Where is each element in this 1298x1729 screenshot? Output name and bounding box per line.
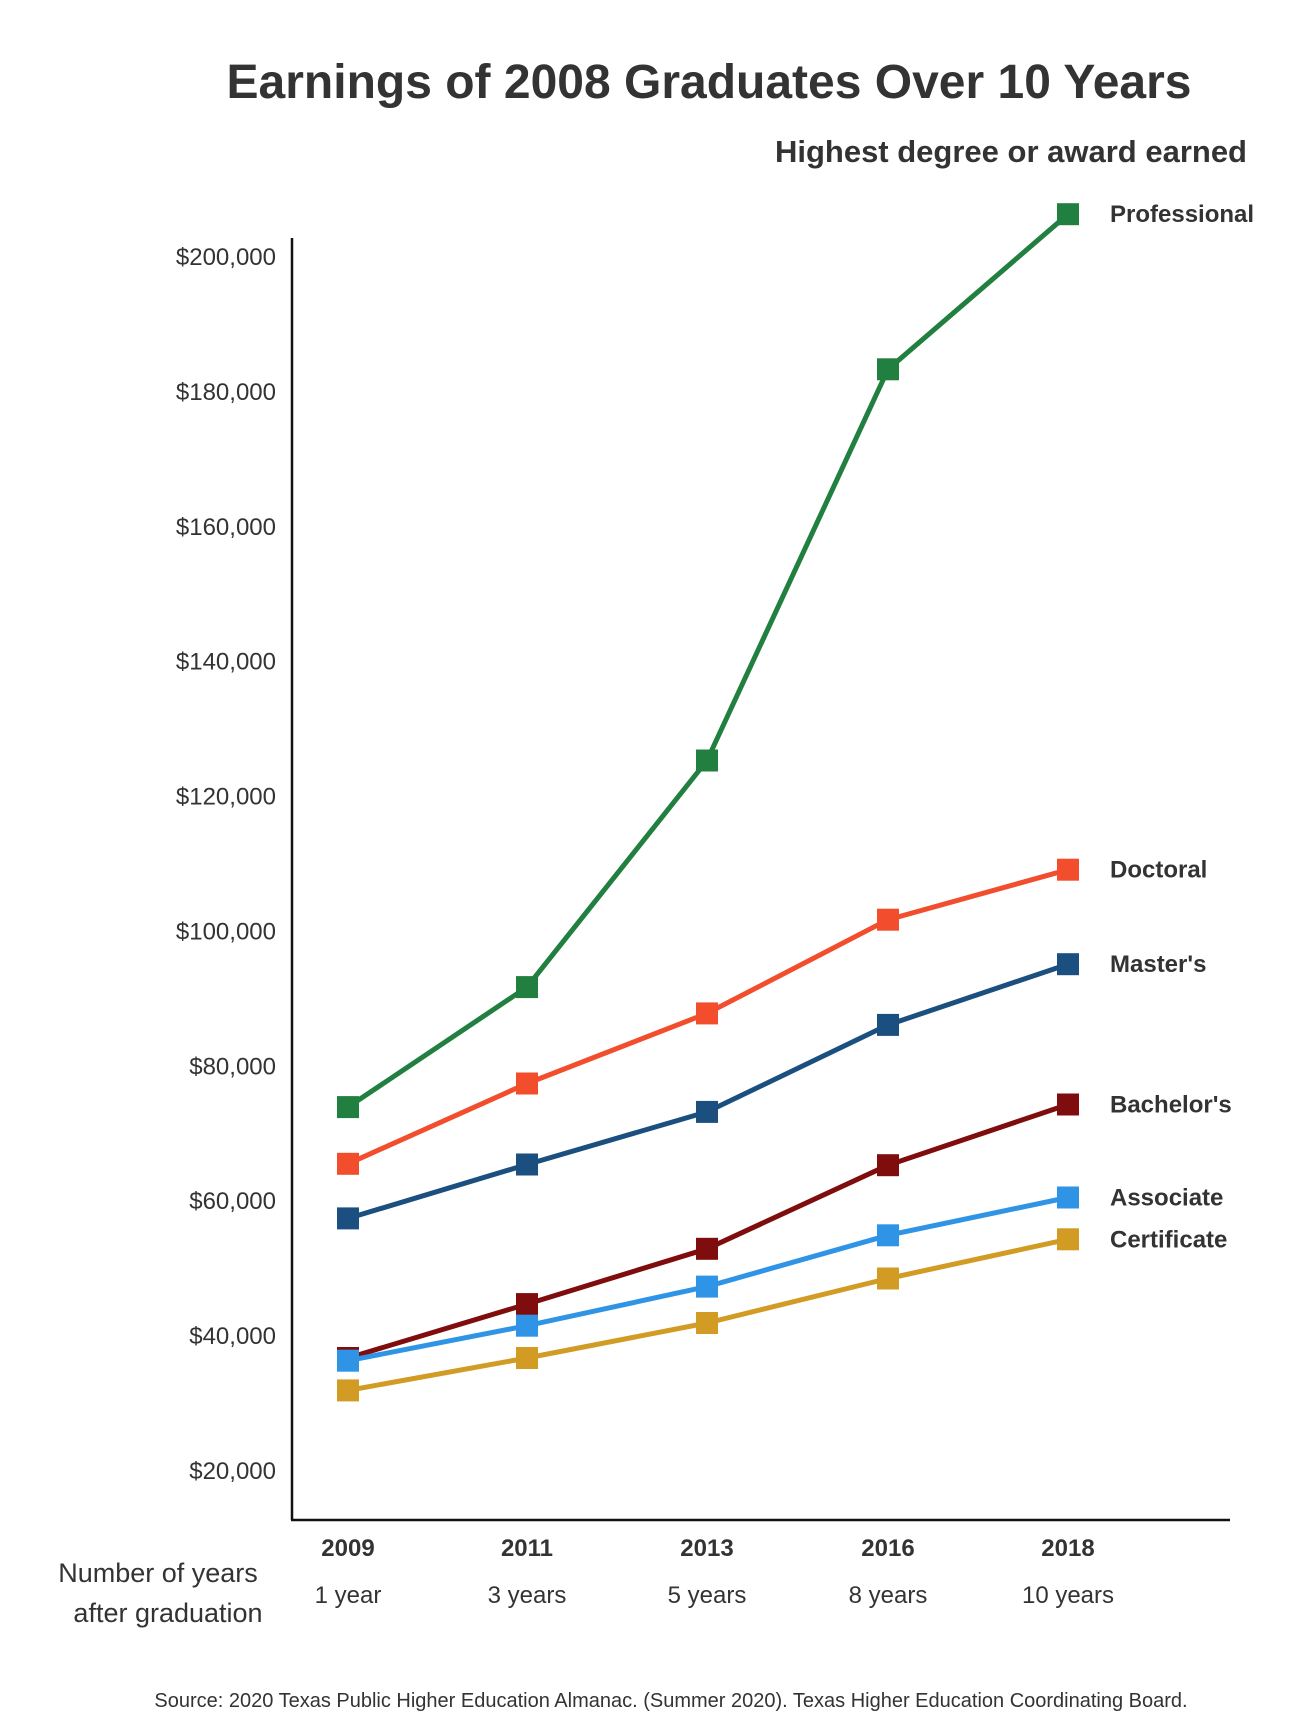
y-tick-label: $60,000 bbox=[189, 1188, 276, 1215]
x-tick-years-after-label: 10 years bbox=[1022, 1582, 1114, 1609]
x-tick-year-label: 2009 bbox=[321, 1535, 374, 1562]
series-line bbox=[345, 961, 1071, 1221]
series-line bbox=[345, 211, 1071, 1110]
data-point-marker bbox=[696, 749, 718, 772]
series-certificate: Certificate bbox=[337, 1226, 1227, 1402]
x-tick-year-label: 2016 bbox=[861, 1535, 914, 1562]
data-point-marker bbox=[337, 1379, 359, 1402]
x-tick-years-after-label: 3 years bbox=[488, 1582, 567, 1609]
data-point-marker bbox=[877, 1267, 899, 1290]
data-point-marker bbox=[337, 1096, 359, 1119]
data-point-marker bbox=[877, 358, 899, 381]
series-bachelor-s: Bachelor's bbox=[337, 1092, 1232, 1369]
chart-title: Earnings of 2008 Graduates Over 10 Years bbox=[227, 56, 1192, 109]
data-point-marker bbox=[1057, 203, 1079, 226]
data-point-marker bbox=[516, 1293, 538, 1316]
y-tick-label: $20,000 bbox=[189, 1458, 276, 1485]
data-point-marker bbox=[1057, 1093, 1079, 1116]
y-tick-label: $140,000 bbox=[176, 649, 276, 676]
data-point-marker bbox=[696, 1002, 718, 1025]
x-tick-year-label: 2011 bbox=[501, 1535, 553, 1562]
data-point-marker bbox=[696, 1237, 718, 1260]
data-point-marker bbox=[337, 1349, 359, 1372]
data-point-marker bbox=[337, 1207, 359, 1230]
y-axis-ticks: $20,000 $40,000 $60,000 $80,000 $100,000 $120… bbox=[176, 244, 276, 1485]
series-doctoral: Doctoral bbox=[337, 857, 1207, 1175]
data-point-marker bbox=[516, 1314, 538, 1337]
y-tick-label: $100,000 bbox=[176, 918, 276, 945]
y-tick-label: $80,000 bbox=[189, 1053, 276, 1080]
y-tick-label: $160,000 bbox=[176, 514, 276, 541]
x-tick-years-after-label: 5 years bbox=[668, 1582, 747, 1609]
series-end-label: Doctoral bbox=[1110, 857, 1207, 884]
x-axis-label-line-1: Number of years bbox=[58, 1558, 258, 1588]
data-point-marker bbox=[696, 1312, 718, 1334]
data-point-marker bbox=[696, 1100, 718, 1123]
data-point-marker bbox=[516, 1347, 538, 1369]
x-tick-year-label: 2018 bbox=[1041, 1535, 1094, 1562]
data-point-marker bbox=[337, 1152, 359, 1175]
x-tick-years-after-label: 8 years bbox=[849, 1582, 928, 1609]
series-end-label: Certificate bbox=[1110, 1226, 1227, 1253]
x-tick-year-label: 2013 bbox=[680, 1535, 733, 1562]
y-tick-label: $120,000 bbox=[176, 784, 276, 811]
series-end-label: Professional bbox=[1110, 201, 1254, 228]
data-point-marker bbox=[877, 908, 899, 931]
y-tick-label: $40,000 bbox=[189, 1323, 276, 1350]
x-axis-label-line-2: after graduation bbox=[73, 1598, 262, 1628]
data-point-marker bbox=[877, 1013, 899, 1036]
data-point-marker bbox=[877, 1154, 899, 1177]
data-point-marker bbox=[1057, 1186, 1079, 1209]
series-end-label: Associate bbox=[1110, 1185, 1223, 1212]
data-point-marker bbox=[877, 1224, 899, 1247]
series-layer: Professional Doctoral Master's Bachelor's As… bbox=[337, 201, 1254, 1402]
series-professional: Professional bbox=[337, 201, 1254, 1119]
chart-subtitle: Highest degree or award earned bbox=[775, 134, 1247, 169]
x-axis-ticks: 2009 1 year 2011 3 years 2013 5 years 2016 8 ye… bbox=[315, 1535, 1114, 1609]
data-point-marker bbox=[1057, 858, 1079, 881]
series-associate: Associate bbox=[337, 1185, 1223, 1372]
data-point-marker bbox=[1057, 1228, 1079, 1251]
x-tick-years-after-label: 1 year bbox=[315, 1582, 382, 1609]
source-note: Source: 2020 Texas Public Higher Educati… bbox=[154, 1690, 1187, 1712]
data-point-marker bbox=[1057, 953, 1079, 976]
series-master-s: Master's bbox=[337, 951, 1206, 1230]
data-point-marker bbox=[516, 976, 538, 999]
data-point-marker bbox=[516, 1072, 538, 1095]
y-tick-label: $180,000 bbox=[176, 379, 276, 406]
series-end-label: Bachelor's bbox=[1110, 1092, 1232, 1119]
series-end-label: Master's bbox=[1110, 951, 1206, 978]
axes bbox=[290, 238, 1230, 1522]
data-point-marker bbox=[516, 1153, 538, 1176]
y-tick-label: $200,000 bbox=[176, 244, 276, 271]
data-point-marker bbox=[696, 1275, 718, 1298]
